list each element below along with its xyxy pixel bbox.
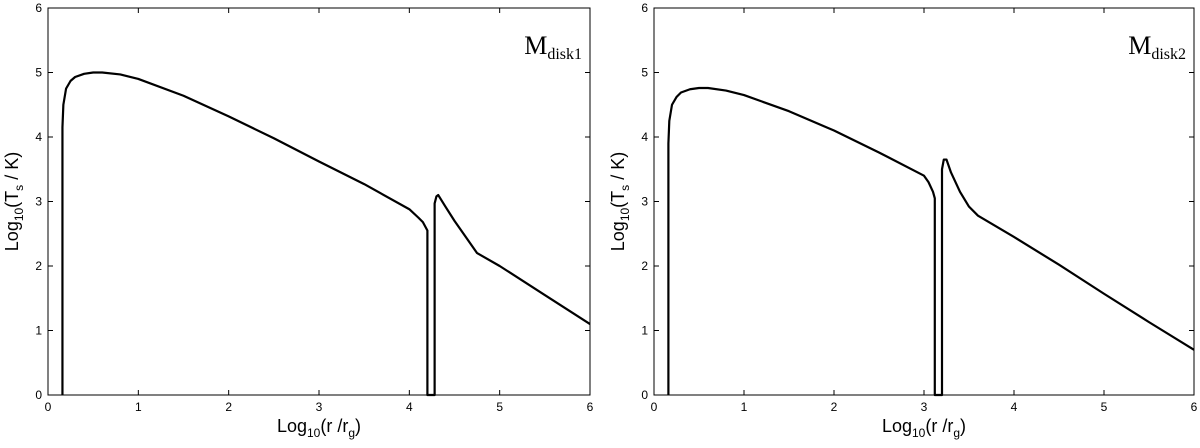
panel-label-main: M (1128, 31, 1151, 60)
series-line-1 (667, 86, 1195, 397)
x-tick-label: 5 (496, 400, 503, 414)
x-axis-label-log: Log (882, 416, 912, 436)
y-tick-label: 3 (641, 195, 648, 209)
y-axis-label-var-sub: s (12, 185, 26, 191)
y-axis-label-log: Log (2, 221, 22, 251)
x-axis-label: Log10(r /rg) (277, 416, 361, 440)
x-tick-label: 3 (921, 400, 928, 414)
panel-label-main: M (524, 31, 547, 60)
x-axis-label-var: (r /r (925, 416, 953, 436)
y-tick-label: 1 (641, 324, 648, 338)
y-axis-label-log: Log (608, 221, 628, 251)
x-axis-label-var-sub: g (953, 426, 960, 440)
y-axis-label-var-sub: s (618, 185, 632, 191)
panel-label: Mdisk1 (524, 31, 582, 63)
x-tick-label: 6 (587, 400, 594, 414)
x-axis-label-var-sub: g (348, 426, 355, 440)
panel-label-sub: disk1 (547, 46, 582, 63)
y-tick-label: 2 (35, 259, 42, 273)
x-tick-label: 4 (406, 400, 413, 414)
y-tick-label: 0 (641, 388, 648, 402)
x-tick-label: 4 (1011, 400, 1018, 414)
y-tick-label: 1 (35, 324, 42, 338)
y-tick-label: 6 (641, 1, 648, 15)
x-tick-label: 2 (831, 400, 838, 414)
x-tick-label: 6 (1191, 400, 1198, 414)
x-axis-label-var: (r /r (320, 416, 348, 436)
y-axis-label-close: / K) (608, 152, 628, 185)
y-axis-label-base: 10 (12, 207, 26, 221)
x-tick-label: 2 (225, 400, 232, 414)
y-tick-label: 0 (35, 388, 42, 402)
x-axis-label: Log10(r /rg) (882, 416, 966, 440)
x-axis-label-close: ) (355, 416, 361, 436)
y-axis-label-var: (T (608, 191, 628, 208)
panel-label-sub: disk2 (1151, 46, 1186, 63)
x-tick-label: 5 (1101, 400, 1108, 414)
y-tick-label: 2 (641, 259, 648, 273)
x-tick-label: 0 (45, 400, 52, 414)
x-axis-label-base: 10 (912, 426, 926, 440)
y-tick-label: 5 (35, 66, 42, 80)
series-line-1 (61, 71, 591, 397)
x-tick-label: 3 (316, 400, 323, 414)
x-tick-label: 0 (651, 400, 658, 414)
y-axis-label: Log10(Ts / K) (608, 152, 632, 251)
y-axis-label-var: (T (2, 191, 22, 208)
y-axis-label-base: 10 (618, 207, 632, 221)
plot-frame (47, 7, 591, 396)
plot-frame (653, 7, 1195, 396)
x-tick-label: 1 (135, 400, 142, 414)
y-axis-label: Log10(Ts / K) (2, 152, 26, 251)
y-tick-label: 4 (35, 130, 42, 144)
x-axis-label-base: 10 (307, 426, 321, 440)
x-axis-label-log: Log (277, 416, 307, 436)
y-tick-label: 6 (35, 1, 42, 15)
x-axis-label-close: ) (960, 416, 966, 436)
y-tick-label: 4 (641, 130, 648, 144)
y-tick-label: 3 (35, 195, 42, 209)
y-axis-label-close: / K) (2, 152, 22, 185)
x-tick-label: 1 (741, 400, 748, 414)
panel-label: Mdisk2 (1128, 31, 1186, 63)
y-tick-label: 5 (641, 66, 648, 80)
